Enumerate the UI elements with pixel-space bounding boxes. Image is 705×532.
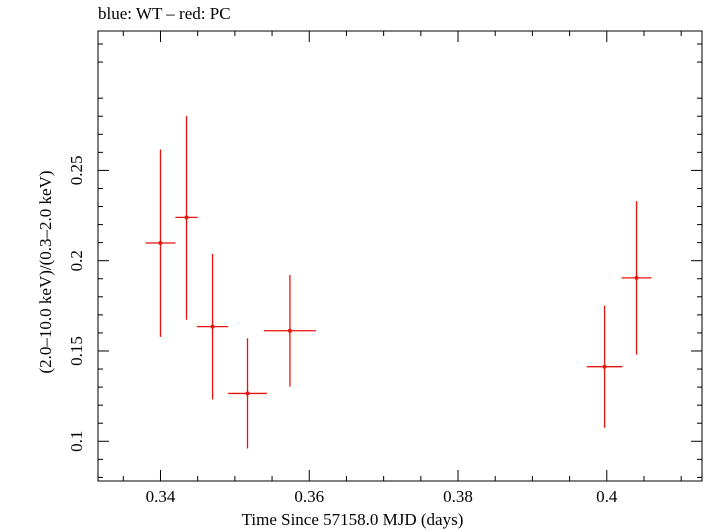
data-point <box>621 201 652 355</box>
series-group <box>145 115 652 449</box>
point-marker <box>634 275 639 280</box>
data-point <box>175 115 198 320</box>
y-tick-label: 0.15 <box>67 336 86 366</box>
data-point <box>228 338 267 449</box>
x-tick-label: 0.38 <box>443 487 473 506</box>
x-tick-label: 0.34 <box>146 487 176 506</box>
chart-title: blue: WT – red: PC <box>98 4 231 23</box>
data-point <box>263 274 316 387</box>
point-marker <box>184 215 189 220</box>
y-axis-label: (2.0–10.0 keV)/(0.3–2.0 keV) <box>36 170 55 374</box>
data-point <box>586 305 623 428</box>
x-axis-label: Time Since 57158.0 MJD (days) <box>241 510 464 529</box>
y-tick-label: 0.2 <box>67 250 86 271</box>
point-marker <box>210 324 215 329</box>
axis-ticks: 0.34 0.36 0.38 0.4 0.1 0.15 0.2 0.25 <box>67 31 702 506</box>
plot-frame <box>97 30 703 482</box>
point-marker <box>287 328 292 333</box>
x-tick-label: 0.4 <box>596 487 618 506</box>
data-point <box>196 253 229 400</box>
point-marker <box>245 391 250 396</box>
x-tick-label: 0.36 <box>294 487 324 506</box>
y-tick-label: 0.1 <box>67 431 86 452</box>
point-marker <box>602 364 607 369</box>
y-tick-label: 0.25 <box>67 156 86 186</box>
point-marker <box>158 240 163 245</box>
data-point <box>145 149 176 337</box>
